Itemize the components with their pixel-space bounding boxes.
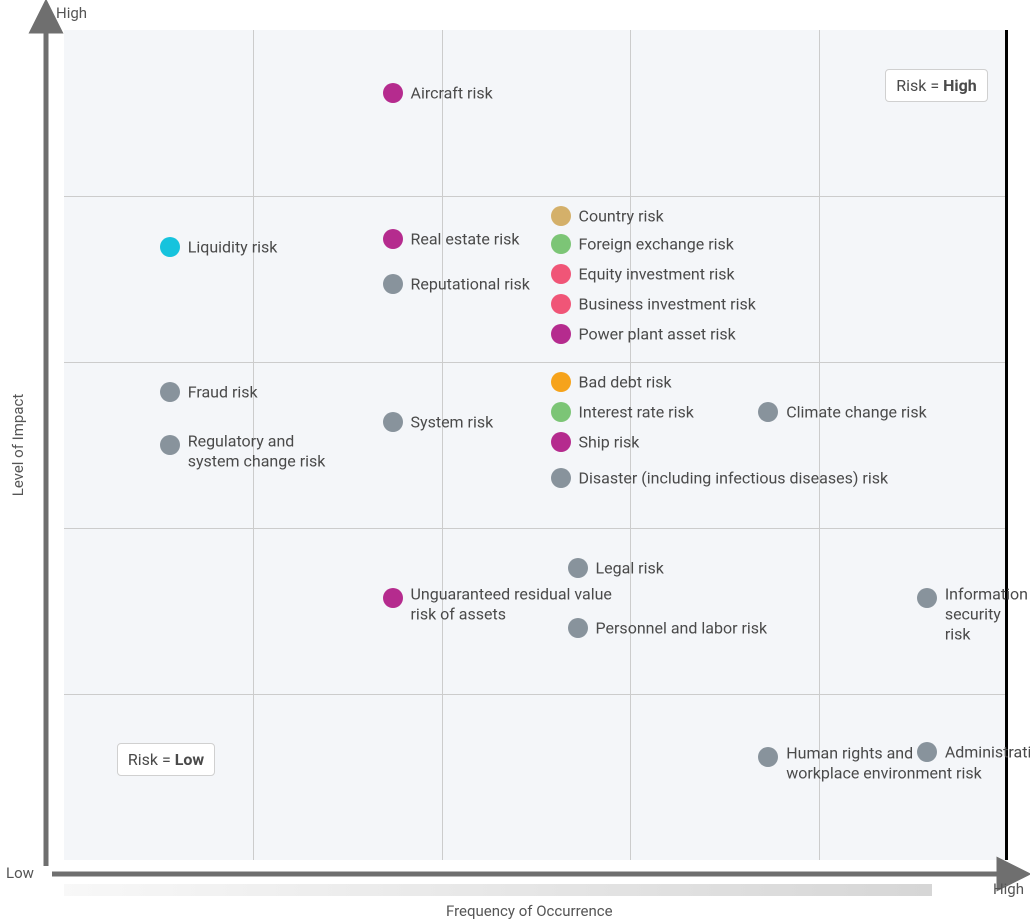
x-axis-gradient	[64, 884, 932, 896]
risk-low-value: Low	[175, 750, 204, 769]
risk-low-badge: Risk = Low	[117, 743, 215, 776]
risk-matrix-chart: Aircraft riskLiquidity riskReal estate r…	[0, 0, 1030, 919]
risk-high-badge: Risk = High	[885, 69, 987, 102]
risk-high-prefix: Risk =	[896, 76, 943, 95]
y-axis-title: Level of Impact	[9, 394, 27, 497]
x-axis-title: Frequency of Occurrence	[446, 902, 613, 919]
x-axis-high-label: High	[993, 880, 1024, 898]
risk-low-prefix: Risk =	[128, 750, 175, 769]
axis-arrows	[0, 0, 1030, 919]
y-axis-high-label: High	[56, 4, 87, 22]
risk-high-value: High	[943, 76, 977, 95]
x-axis-low-label: Low	[6, 864, 34, 882]
